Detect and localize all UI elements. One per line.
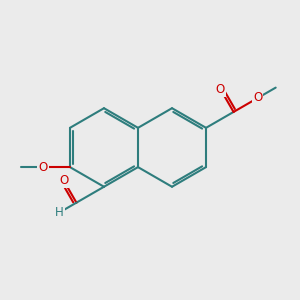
Text: O: O bbox=[59, 174, 68, 187]
Text: O: O bbox=[216, 83, 225, 96]
Text: O: O bbox=[253, 92, 262, 104]
Text: O: O bbox=[38, 160, 48, 174]
Text: H: H bbox=[55, 206, 64, 219]
